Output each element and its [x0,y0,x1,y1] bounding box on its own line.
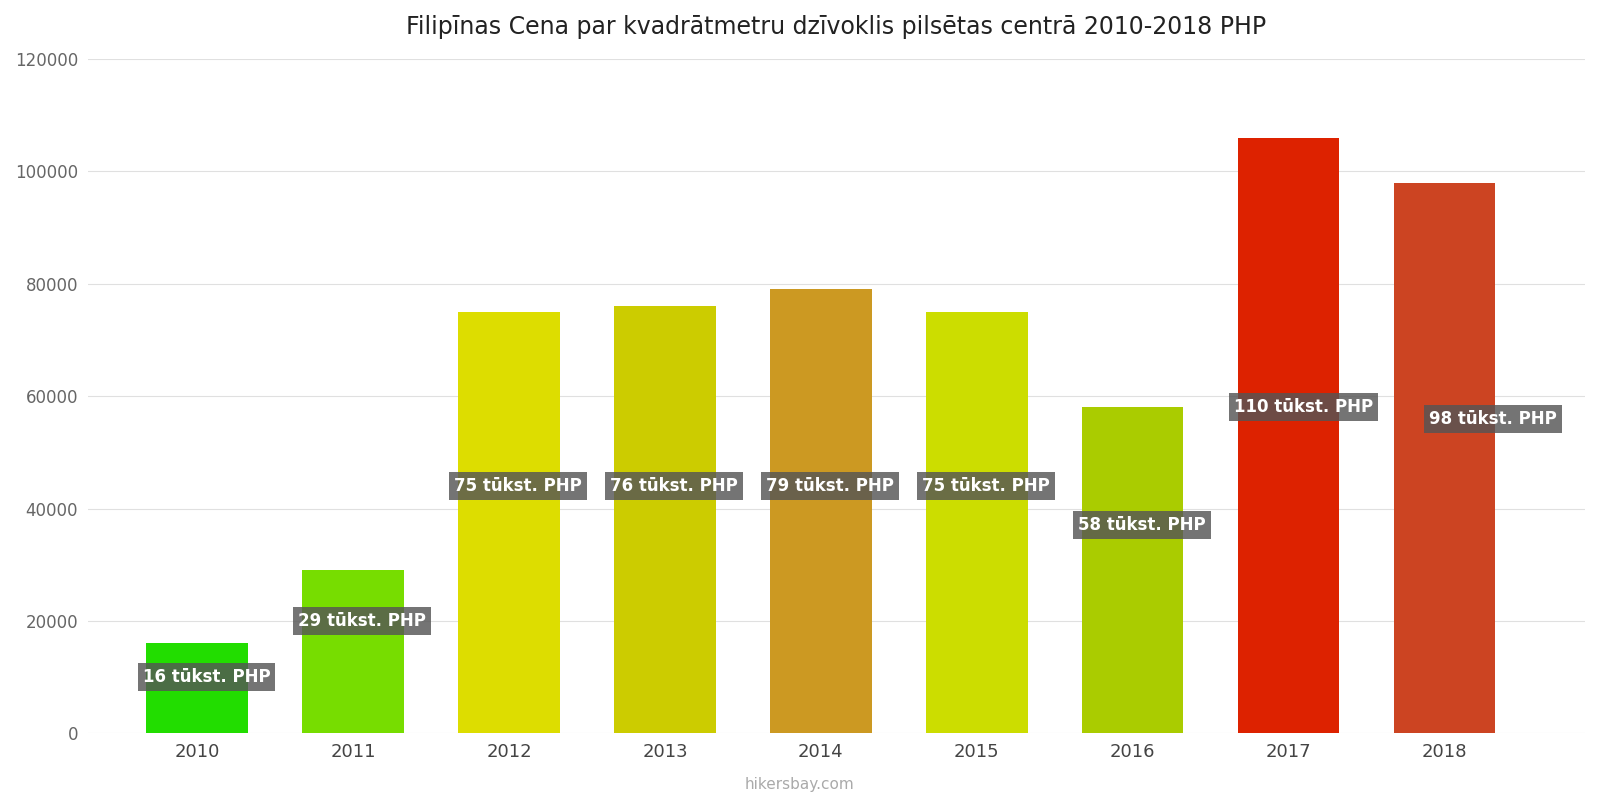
Bar [147,643,248,734]
Text: hikersbay.com: hikersbay.com [746,777,854,792]
Text: 58 tūkst. PHP: 58 tūkst. PHP [1078,516,1206,534]
Bar [1082,407,1184,734]
Text: 75 tūkst. PHP: 75 tūkst. PHP [454,477,582,495]
Title: Filipīnas Cena par kvadrātmetru dzīvoklis pilsētas centrā 2010-2018 PHP: Filipīnas Cena par kvadrātmetru dzīvokli… [406,15,1267,39]
Text: 110 tūkst. PHP: 110 tūkst. PHP [1234,398,1373,416]
Bar [302,570,403,734]
Bar [770,290,872,734]
Bar [458,312,560,734]
Bar [614,306,715,734]
Bar [1394,182,1496,734]
Text: 75 tūkst. PHP: 75 tūkst. PHP [922,477,1050,495]
Text: 76 tūkst. PHP: 76 tūkst. PHP [610,477,738,495]
Text: 98 tūkst. PHP: 98 tūkst. PHP [1429,410,1557,428]
Text: 29 tūkst. PHP: 29 tūkst. PHP [299,612,426,630]
Text: 79 tūkst. PHP: 79 tūkst. PHP [766,477,894,495]
Bar [1238,138,1339,734]
Bar [926,312,1027,734]
Text: 16 tūkst. PHP: 16 tūkst. PHP [142,668,270,686]
